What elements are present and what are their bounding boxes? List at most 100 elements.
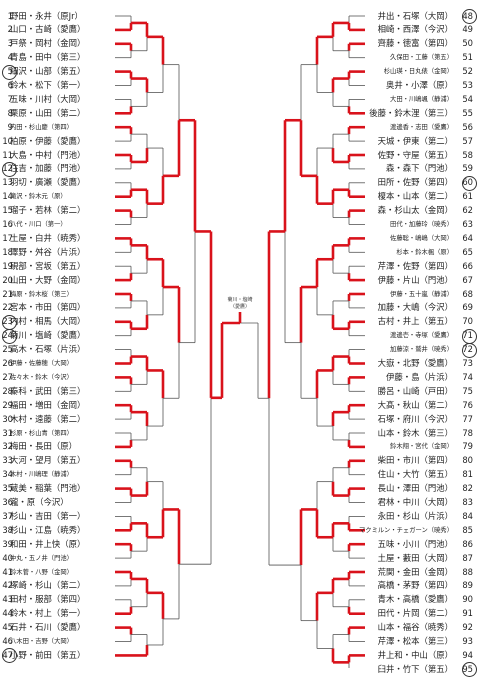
left-entry-name: 木村・川嶋理（静浦） bbox=[10, 471, 73, 479]
left-entry-number: 31 bbox=[2, 427, 13, 438]
right-entry-number: 81 bbox=[462, 469, 473, 480]
right-entry-name: 山本・福谷（暁秀） bbox=[377, 622, 453, 633]
left-entry-name: 栗原・山田（第二） bbox=[10, 107, 86, 118]
seed-circle bbox=[462, 9, 477, 24]
left-entry-number: 4 bbox=[7, 52, 13, 63]
right-entry-number: 86 bbox=[462, 538, 473, 549]
right-entry-name: 渡邊壱・寺塚（愛鷹） bbox=[390, 332, 453, 340]
left-entry-number: 44 bbox=[2, 608, 13, 619]
left-entry-number: 26 bbox=[2, 358, 13, 368]
right-entry-name: 杉本・鈴木楓（原） bbox=[396, 248, 453, 256]
right-entry-name: 田代・加藤玲（暁秀） bbox=[390, 221, 453, 228]
right-entry-name: 井上和・中山（原） bbox=[377, 649, 453, 660]
right-entry-name: 高橋・茅野（第四） bbox=[377, 580, 453, 591]
right-entry-number: 51 bbox=[462, 52, 473, 63]
left-entry-name: 伊藤・佐藤穂（大岡） bbox=[10, 360, 73, 367]
left-entry-name: 羽切・廣瀬（愛鷹） bbox=[10, 177, 86, 188]
left-entry-number: 8 bbox=[7, 107, 13, 118]
right-entry-name: 臼井・竹下（第五） bbox=[377, 663, 453, 674]
left-entry-number: 13 bbox=[2, 177, 13, 188]
left-entry-name: 内田・杉山慶（第四） bbox=[10, 123, 73, 131]
right-entry-number: 52 bbox=[462, 66, 473, 77]
left-entry-number: 20 bbox=[2, 274, 13, 285]
right-entry-number: 50 bbox=[462, 38, 473, 49]
seed-circle bbox=[462, 662, 477, 677]
right-entry-name: マクミルン・チェガーン（暁秀） bbox=[358, 526, 453, 534]
right-entry-number: 88 bbox=[462, 566, 473, 577]
right-entry-number: 54 bbox=[462, 93, 473, 104]
left-entry-name: 柏原・伊藤（愛鷹） bbox=[10, 135, 86, 146]
left-entry-name: 瀧・原（今沢） bbox=[10, 497, 69, 507]
left-entry-number: 25 bbox=[2, 344, 13, 355]
left-entry-name: 硯部・宮坂（第五） bbox=[10, 260, 86, 271]
right-entry-number: 74 bbox=[462, 371, 473, 382]
right-entry-name: 石塚・府川（今沢） bbox=[377, 413, 453, 424]
left-entry-number: 10 bbox=[2, 135, 13, 146]
right-entry-number: 56 bbox=[462, 121, 473, 132]
right-entry-number: 79 bbox=[462, 441, 473, 452]
left-entry-name: 住吉・加藤（門池） bbox=[10, 163, 86, 174]
right-entry-name: 柴田・市川（第四） bbox=[377, 455, 453, 466]
left-entry-number: 18 bbox=[2, 246, 13, 257]
right-entry-number: 89 bbox=[462, 580, 473, 591]
right-entry-number: 91 bbox=[462, 608, 473, 619]
right-entry-name: 田代・片岡（第二） bbox=[377, 608, 453, 619]
left-entry-name: 大河・望月（第五） bbox=[10, 455, 86, 466]
left-entry-name: 大島・中村（門池） bbox=[10, 149, 86, 160]
left-entry-name: 瑠子・若林（第二） bbox=[10, 205, 86, 216]
left-entry-number: 45 bbox=[2, 622, 13, 633]
left-entry-number: 41 bbox=[2, 566, 13, 577]
right-entry-number: 87 bbox=[462, 552, 473, 563]
right-entry-number: 67 bbox=[462, 274, 473, 285]
seed-circle bbox=[2, 64, 17, 80]
left-entry-name: 秦科・武田（第三） bbox=[10, 385, 86, 396]
right-entry-name: 青木・高橋（愛鷹） bbox=[377, 594, 453, 605]
right-entry-name: 後藤・鈴木浬（第三） bbox=[369, 107, 453, 118]
left-entry-name: 山口・古崎（愛鷹） bbox=[10, 24, 86, 35]
right-entry-name: 鈴木翔・宮代（金岡） bbox=[390, 443, 453, 451]
right-entry-number: 70 bbox=[462, 316, 473, 327]
left-entry-name: 青島・田中（第三） bbox=[10, 52, 86, 63]
seed-circle bbox=[462, 328, 477, 344]
left-entry-number: 3 bbox=[7, 38, 13, 49]
right-entry-name: 荒関・金田（金岡） bbox=[377, 566, 453, 577]
left-entry-number: 42 bbox=[2, 580, 13, 591]
left-entry-number: 22 bbox=[2, 302, 13, 313]
right-entry-number: 73 bbox=[462, 358, 473, 368]
left-entry-number: 11 bbox=[2, 149, 13, 160]
right-entry-name: 大髙・秋山（第二） bbox=[377, 399, 453, 410]
left-entry-name: 鈴木菅・八野（金岡） bbox=[10, 568, 73, 576]
right-entry-name: 久保田・工藤（第五） bbox=[390, 54, 453, 62]
left-entry-name: 戸祭・岡村（金岡） bbox=[10, 38, 86, 49]
seed-circle bbox=[2, 328, 17, 344]
right-entry-name: 土屋・藪田（大岡） bbox=[377, 552, 453, 563]
right-entry-number: 62 bbox=[462, 205, 473, 216]
seed-circle bbox=[462, 342, 477, 358]
right-entry-number: 83 bbox=[462, 497, 473, 507]
right-entry-name: 佐藤聡・嶋嶋（大岡） bbox=[390, 234, 453, 242]
right-entry-number: 94 bbox=[462, 649, 473, 660]
left-entry-name: 塚崎・杉山（第二） bbox=[10, 580, 86, 591]
right-entry-name: 長山・澤田（門池） bbox=[377, 483, 453, 494]
right-entry-number: 58 bbox=[462, 149, 473, 160]
left-entry-number: 46 bbox=[2, 636, 13, 646]
left-entry-number: 35 bbox=[2, 483, 13, 494]
right-entry-number: 59 bbox=[462, 163, 473, 174]
seed-circle bbox=[462, 175, 477, 191]
left-entry-number: 27 bbox=[2, 371, 13, 382]
right-entry-name: 加藤・大嶋（今沢） bbox=[377, 302, 453, 313]
left-entry-name: 五味・川村（大岡） bbox=[10, 93, 86, 104]
left-entry-number: 40 bbox=[2, 552, 13, 563]
left-entry-number: 1 bbox=[7, 10, 13, 21]
left-entry-number: 17 bbox=[2, 232, 13, 243]
left-entry-number: 2 bbox=[7, 24, 13, 35]
right-entry-number: 84 bbox=[462, 510, 473, 521]
right-entry-name: 森・杉山太（金岡） bbox=[377, 205, 453, 216]
right-entry-name: 伊藤・五十嵐（静浦） bbox=[390, 290, 453, 298]
right-entry-name: 渡邊香・志田（愛鷹） bbox=[390, 123, 453, 131]
final-line-2: （愛鷹） bbox=[229, 304, 250, 310]
right-entry-name: 相崎・西澤（今沢） bbox=[377, 24, 453, 35]
left-entry-name: 和田・井上快（原） bbox=[10, 538, 86, 549]
right-entry-number: 65 bbox=[462, 246, 473, 257]
